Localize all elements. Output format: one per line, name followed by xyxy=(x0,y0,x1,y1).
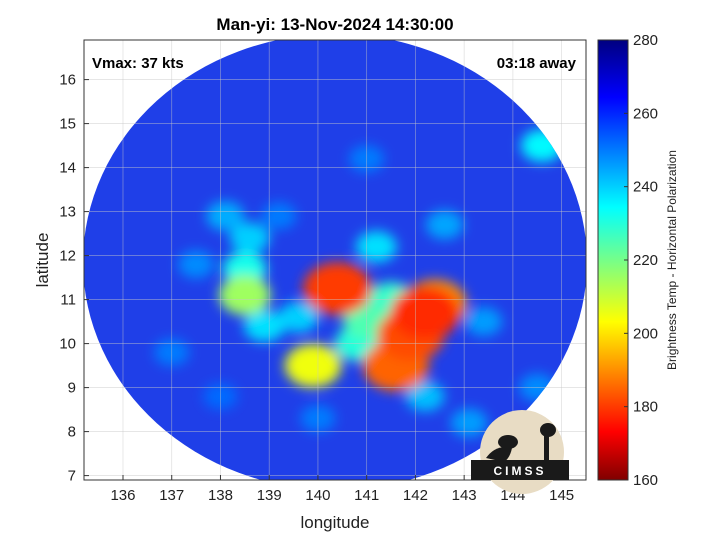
x-tick-label: 139 xyxy=(257,487,282,504)
x-tick-label: 138 xyxy=(208,487,233,504)
y-axis-ticks: 7 8 9 10 11 12 13 14 15 16 xyxy=(59,72,89,485)
colorbar xyxy=(597,39,629,481)
convection-cell xyxy=(206,201,245,231)
logo-dome-icon xyxy=(498,435,518,449)
convection-cell xyxy=(278,301,319,333)
y-tick-label: 15 xyxy=(59,116,76,133)
logo-tank-icon xyxy=(540,423,556,437)
convection-cell xyxy=(390,286,460,340)
colorbar-tick-label: 160 xyxy=(633,472,658,489)
y-tick-label: 10 xyxy=(59,336,76,353)
y-tick-label: 12 xyxy=(59,248,76,265)
colorbar-tick-label: 280 xyxy=(633,32,658,49)
y-tick-label: 16 xyxy=(59,72,76,89)
convection-cell xyxy=(450,408,488,438)
logo-text: CIMSS xyxy=(493,464,546,478)
x-tick-label: 136 xyxy=(110,487,135,504)
convection-cell xyxy=(243,310,285,342)
y-tick-label: 9 xyxy=(68,380,76,397)
x-axis-ticks: 136 137 138 139 140 141 142 143 144 145 xyxy=(110,475,574,504)
x-tick-label: 141 xyxy=(354,487,379,504)
y-tick-label: 11 xyxy=(60,292,76,309)
lat-lon-grid xyxy=(84,40,586,480)
logo-dish-icon xyxy=(486,447,512,462)
colorbar-tick-label: 200 xyxy=(633,325,658,342)
colorbar-label: Brightness Temp - Horizontal Polarizatio… xyxy=(665,150,679,370)
cimss-logo: CIMSS xyxy=(471,410,569,494)
y-axis-label: latitude xyxy=(33,233,52,288)
convection-cell xyxy=(178,250,215,279)
plot-frame xyxy=(83,39,587,481)
y-tick-label: 14 xyxy=(59,160,76,177)
colorbar-ticks: 160 180 200 220 240 260 280 xyxy=(624,32,658,489)
y-tick-label: 8 xyxy=(68,424,76,441)
x-tick-label: 143 xyxy=(452,487,477,504)
colorbar-tick-label: 240 xyxy=(633,179,658,196)
y-tick-label: 7 xyxy=(68,468,76,485)
convection-cell xyxy=(284,343,342,388)
colorbar-tick-label: 180 xyxy=(633,399,658,416)
x-tick-label: 145 xyxy=(549,487,574,504)
swath-background xyxy=(84,40,586,480)
colorbar-tick-label: 220 xyxy=(633,252,658,269)
x-tick-label: 140 xyxy=(305,487,330,504)
x-tick-label: 142 xyxy=(403,487,428,504)
x-axis-label: longitude xyxy=(300,513,369,532)
convection-cell xyxy=(303,262,372,315)
logo-tower-icon xyxy=(544,434,549,460)
vmax-label: Vmax: 37 kts xyxy=(92,55,184,72)
logo-banner xyxy=(471,460,569,480)
convection-cell xyxy=(465,307,503,336)
x-tick-label: 137 xyxy=(159,487,184,504)
convection-cell xyxy=(425,210,464,240)
convection-cell xyxy=(229,222,270,254)
y-tick-label: 13 xyxy=(59,204,76,221)
convection-cell xyxy=(218,275,271,316)
time-away-label: 03:18 away xyxy=(497,55,577,72)
convection-cell xyxy=(356,231,397,263)
colorbar-tick-label: 260 xyxy=(633,105,658,122)
convection-cell xyxy=(261,202,297,230)
plot-title: Man-yi: 13-Nov-2024 14:30:00 xyxy=(216,15,453,34)
